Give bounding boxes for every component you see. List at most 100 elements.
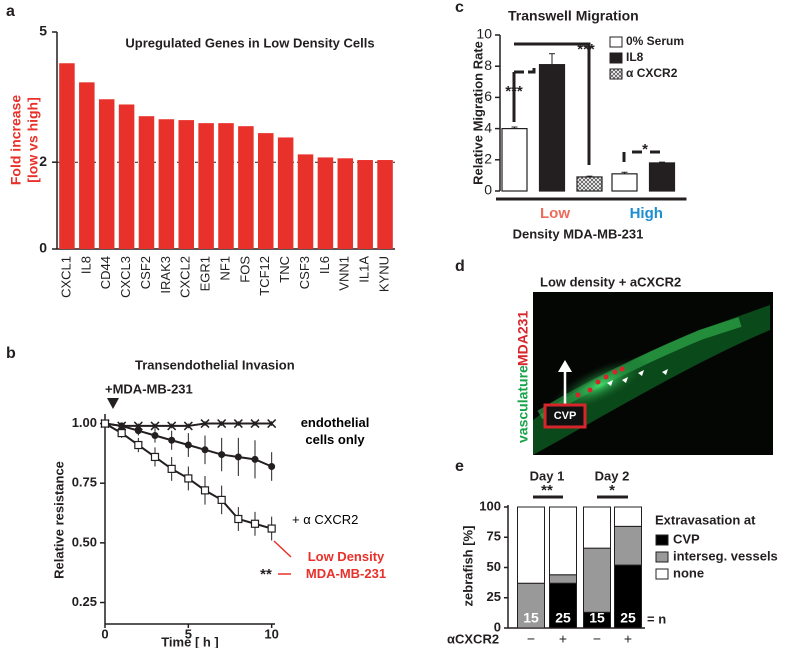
bracket <box>514 42 591 165</box>
cell <box>595 379 601 385</box>
x-tick-label: IL8 <box>78 256 93 274</box>
arrowhead <box>622 377 628 383</box>
x-tick-label: CD44 <box>98 256 113 289</box>
x-tick-label: CSF2 <box>138 256 153 289</box>
chart-title: Transwell Migration <box>508 8 639 24</box>
bar-segment <box>583 506 611 549</box>
channel-label: vasculature <box>515 365 531 443</box>
panel-letter: c <box>455 0 464 16</box>
y-tick-label: 8 <box>484 57 492 73</box>
legend-label: none <box>673 565 704 580</box>
marker <box>118 422 126 430</box>
pointer-line <box>273 540 292 575</box>
x-tick-label: NF1 <box>217 256 232 281</box>
marker <box>184 474 193 483</box>
legend-label: interseg. vessels <box>673 548 778 563</box>
series-label: endothelial cells only <box>300 415 370 447</box>
bar <box>357 160 373 249</box>
y-tick-label: 1.00 <box>72 415 97 430</box>
marker <box>251 455 259 463</box>
legend-label: 0% Serum <box>626 34 684 48</box>
panel-letter: b <box>6 345 16 362</box>
y-tick-label: 50 <box>487 559 501 574</box>
y-tick-label: 100 <box>479 498 501 513</box>
chart-title: Upregulated Genes in Low Density Cells <box>125 35 374 50</box>
group-label: Day 2 <box>595 468 630 483</box>
cell <box>603 374 609 380</box>
cell <box>587 387 593 393</box>
y-tick-label: 4 <box>484 119 492 135</box>
x-tick-label: CXCL3 <box>118 256 133 298</box>
n-label: 15 <box>523 610 539 626</box>
cell <box>619 366 625 372</box>
legend-swatch <box>609 36 623 48</box>
bar-segment <box>549 506 577 576</box>
series-label: Low Density MDA-MB-231 <box>305 549 387 581</box>
y-tick-label: 6 <box>484 88 492 104</box>
legend-swatch <box>655 534 669 546</box>
y-tick-label: 10 <box>476 26 492 42</box>
channel-label: MDA231 <box>515 311 531 366</box>
marker <box>134 427 142 435</box>
legend-swatch <box>609 52 623 64</box>
annotation: ** <box>260 566 272 583</box>
x-tick-label: EGR1 <box>198 256 213 291</box>
x-tick-label: + <box>624 631 632 647</box>
vessel <box>533 305 770 455</box>
y-axis-label: [low vs high] <box>25 97 41 183</box>
n-label: = n <box>647 611 666 626</box>
marker <box>233 419 243 429</box>
annotation: CVP <box>554 410 577 422</box>
y-tick-label: 0.75 <box>72 475 97 490</box>
x-tick-label: FOS <box>237 256 252 283</box>
marker <box>250 419 260 429</box>
x-tick-label: CXCL2 <box>178 256 193 298</box>
y-axis-label: Fold increase <box>8 95 24 185</box>
marker <box>150 452 160 462</box>
marker <box>201 446 209 454</box>
marker <box>217 419 227 429</box>
n-label: 25 <box>620 610 636 626</box>
bar <box>277 137 294 249</box>
bar <box>317 157 334 249</box>
arrowhead <box>662 369 668 375</box>
series-label: + α CXCR2 <box>292 512 359 527</box>
marker <box>167 421 177 431</box>
bar <box>198 123 214 249</box>
marker <box>267 419 277 429</box>
panel-letter: a <box>6 3 15 20</box>
annotation: * <box>642 141 648 158</box>
bar-segment <box>583 547 611 613</box>
x-tick-label: − <box>593 631 601 647</box>
y-tick-label: 75 <box>487 529 501 544</box>
marker <box>234 514 243 524</box>
x-tick-label: CSF3 <box>297 256 312 289</box>
bracket <box>514 66 536 74</box>
bar <box>377 160 393 249</box>
bar <box>79 82 95 250</box>
bar-segment <box>517 582 545 629</box>
arrowhead <box>558 360 572 372</box>
annotation: +MDA-MB-231 <box>105 381 193 396</box>
bar <box>611 173 638 192</box>
x-tick-label: IL6 <box>317 256 332 274</box>
bar <box>98 99 115 250</box>
chart-title: Low density + aCXCR2 <box>540 274 681 289</box>
y-tick-label: 0 <box>494 619 501 634</box>
y-axis-label: Relative resistance <box>51 461 66 579</box>
y-tick-label: 0 <box>484 182 492 198</box>
bar <box>178 120 194 250</box>
annotation: *** <box>505 83 523 100</box>
marker <box>117 428 126 438</box>
annotation: * <box>609 482 615 499</box>
bar <box>576 176 603 192</box>
y-tick-label: 5 <box>39 23 47 39</box>
y-tick-label: 2 <box>39 153 47 169</box>
x-tick-label: TCF12 <box>257 256 272 296</box>
bar <box>59 63 75 249</box>
x-tick-label: High <box>630 205 663 222</box>
legend-label: α CXCR2 <box>626 66 678 80</box>
marker <box>183 421 193 431</box>
y-tick-label: 25 <box>487 589 501 604</box>
